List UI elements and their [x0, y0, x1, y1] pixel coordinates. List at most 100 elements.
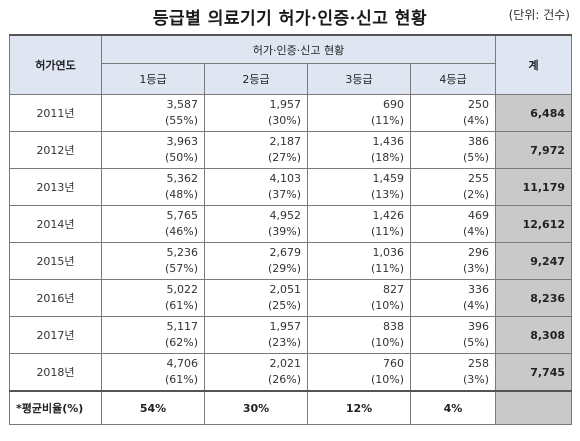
table-row: 2014년 5,765 (46%) 4,952 (39%) 1,426 (11%) 469 (4… — [9, 205, 573, 243]
percent-value: (11%) — [370, 225, 404, 238]
table-row: 2013년 5,362 (48%) 4,103 (37%) 1,459 (13%) 255 (2… — [9, 168, 573, 206]
year-cell: 2018년 — [9, 353, 102, 392]
count-value: 2,051 — [269, 283, 302, 296]
percent-value: (4%) — [462, 299, 490, 312]
count-value: 255 — [468, 172, 490, 185]
year-cell: 2012년 — [9, 131, 102, 169]
grade-4-cell: 469 (4%) — [409, 205, 497, 243]
percent-value: (18%) — [370, 151, 404, 164]
data-table: 허가연도 허가·인증·신고 현황 계 1등급 2등급 3등급 4등급 2011년… — [9, 34, 573, 425]
grade-4-cell: 386 (5%) — [409, 131, 497, 169]
count-value: 296 — [468, 246, 490, 259]
percent-value: (46%) — [164, 225, 198, 238]
percent-value: (57%) — [164, 262, 198, 275]
count-value: 5,022 — [166, 283, 199, 296]
total-cell: 11,179 — [495, 168, 573, 206]
year-cell: 2016년 — [9, 279, 102, 317]
grade-4-cell: 258 (3%) — [409, 353, 497, 392]
count-value: 2,187 — [269, 135, 302, 148]
average-total-empty — [495, 390, 573, 425]
grade-3-cell: 1,036 (11%) — [307, 242, 411, 280]
year-cell: 2017년 — [9, 316, 102, 354]
header-grade-3: 3등급 — [307, 63, 411, 95]
count-value: 827 — [383, 283, 404, 296]
grade-4-cell: 336 (4%) — [409, 279, 497, 317]
percent-value: (5%) — [462, 151, 490, 164]
year-cell: 2015년 — [9, 242, 102, 280]
table-row: 2015년 5,236 (57%) 2,679 (29%) 1,036 (11%) 296 (3… — [9, 242, 573, 280]
count-value: 336 — [468, 283, 490, 296]
percent-value: (13%) — [370, 188, 404, 201]
grade-1-cell: 4,706 (61%) — [101, 353, 205, 392]
grade-4-cell: 396 (5%) — [409, 316, 497, 354]
count-value: 2,021 — [269, 357, 302, 370]
grade-2-cell: 1,957 (23%) — [204, 316, 308, 354]
year-cell: 2013년 — [9, 168, 102, 206]
count-value: 3,963 — [166, 135, 199, 148]
percent-value: (26%) — [267, 373, 301, 386]
percent-value: (39%) — [267, 225, 301, 238]
grade-3-cell: 760 (10%) — [307, 353, 411, 392]
percent-value: (27%) — [267, 151, 301, 164]
total-cell: 7,972 — [495, 131, 573, 169]
total-cell: 8,236 — [495, 279, 573, 317]
count-value: 1,459 — [372, 172, 405, 185]
grade-2-cell: 2,187 (27%) — [204, 131, 308, 169]
percent-value: (4%) — [462, 225, 490, 238]
grade-1-cell: 5,765 (46%) — [101, 205, 205, 243]
grade-3-cell: 1,459 (13%) — [307, 168, 411, 206]
total-cell: 8,308 — [495, 316, 573, 354]
header-grade-1: 1등급 — [101, 63, 205, 95]
grade-3-cell: 838 (10%) — [307, 316, 411, 354]
percent-value: (25%) — [267, 299, 301, 312]
year-cell: 2014년 — [9, 205, 102, 243]
average-grade-2: 30% — [204, 390, 308, 425]
count-value: 1,426 — [372, 209, 405, 222]
grade-1-cell: 5,236 (57%) — [101, 242, 205, 280]
percent-value: (61%) — [164, 299, 198, 312]
average-grade-1: 54% — [101, 390, 205, 425]
percent-value: (2%) — [462, 188, 490, 201]
count-value: 690 — [383, 98, 404, 111]
count-value: 4,706 — [166, 357, 199, 370]
grade-2-cell: 2,051 (25%) — [204, 279, 308, 317]
header-group: 허가·인증·신고 현황 — [100, 34, 497, 64]
percent-value: (50%) — [164, 151, 198, 164]
average-grade-4: 4% — [409, 390, 497, 425]
count-value: 250 — [468, 98, 490, 111]
grade-4-cell: 296 (3%) — [409, 242, 497, 280]
percent-value: (11%) — [370, 262, 404, 275]
year-cell: 2011년 — [9, 94, 102, 132]
percent-value: (4%) — [462, 114, 490, 127]
grade-4-cell: 250 (4%) — [409, 94, 497, 132]
percent-value: (5%) — [462, 336, 490, 349]
percent-value: (10%) — [370, 373, 404, 386]
header-grade-2: 2등급 — [204, 63, 308, 95]
count-value: 838 — [383, 320, 404, 333]
count-value: 4,103 — [269, 172, 302, 185]
table-row: 2018년 4,706 (61%) 2,021 (26%) 760 (10%) 258 (3%)… — [9, 353, 573, 392]
percent-value: (3%) — [462, 373, 490, 386]
count-value: 1,036 — [372, 246, 405, 259]
table-row: 2016년 5,022 (61%) 2,051 (25%) 827 (10%) 336 (4%)… — [9, 279, 573, 317]
total-cell: 7,745 — [495, 353, 573, 392]
percent-value: (61%) — [164, 373, 198, 386]
grade-1-cell: 5,362 (48%) — [101, 168, 205, 206]
percent-value: (37%) — [267, 188, 301, 201]
grade-3-cell: 1,436 (18%) — [307, 131, 411, 169]
count-value: 5,362 — [166, 172, 199, 185]
table-body: 2011년 3,587 (55%) 1,957 (30%) 690 (11%) 250 (4%)… — [9, 94, 573, 392]
grade-1-cell: 3,963 (50%) — [101, 131, 205, 169]
grade-4-cell: 255 (2%) — [409, 168, 497, 206]
percent-value: (30%) — [267, 114, 301, 127]
grade-2-cell: 1,957 (30%) — [204, 94, 308, 132]
count-value: 258 — [468, 357, 490, 370]
grade-1-cell: 5,022 (61%) — [101, 279, 205, 317]
grade-2-cell: 4,103 (37%) — [204, 168, 308, 206]
percent-value: (3%) — [462, 262, 490, 275]
count-value: 1,957 — [269, 98, 302, 111]
grade-1-cell: 3,587 (55%) — [101, 94, 205, 132]
grade-3-cell: 690 (11%) — [307, 94, 411, 132]
average-grade-3: 12% — [307, 390, 411, 425]
grade-2-cell: 4,952 (39%) — [204, 205, 308, 243]
